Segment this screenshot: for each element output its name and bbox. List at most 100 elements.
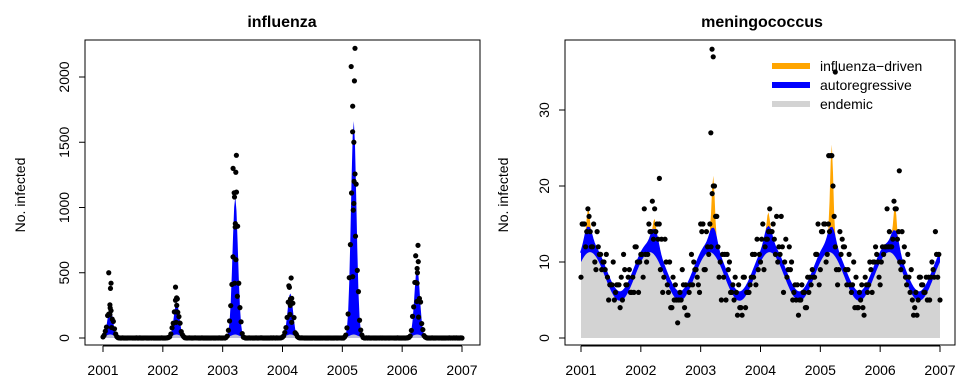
data-point	[691, 259, 697, 265]
data-point	[899, 229, 905, 235]
data-point	[907, 289, 913, 295]
legend-label-autoregressive: autoregressive	[820, 77, 912, 93]
data-point	[838, 251, 844, 257]
data-point	[415, 259, 421, 265]
data-point-outlier	[896, 168, 902, 174]
data-point	[688, 251, 695, 257]
data-point	[858, 297, 864, 303]
data-point	[233, 169, 239, 175]
data-point	[935, 274, 941, 280]
data-point	[616, 282, 622, 288]
data-point	[937, 297, 943, 303]
data-point	[411, 304, 417, 310]
data-point	[690, 282, 696, 288]
data-point	[724, 251, 730, 257]
x-tick-label: 2005	[805, 362, 836, 378]
data-point	[759, 236, 765, 242]
data-point	[769, 229, 775, 235]
y-tick-label: 0	[536, 334, 552, 342]
data-point	[864, 289, 871, 295]
data-point	[352, 45, 358, 51]
data-point	[915, 297, 921, 303]
data-point	[709, 191, 715, 197]
data-point	[581, 221, 588, 227]
data-point	[660, 289, 666, 295]
data-point	[841, 244, 848, 250]
y-tick-label: 2000	[56, 61, 72, 92]
x-tick-label: 2007	[924, 362, 955, 378]
x-axis-influenza: 2001 2002 2003 2004 2005 2006 2007	[87, 345, 478, 378]
data-point	[350, 129, 356, 135]
data-point	[168, 331, 174, 337]
data-point	[846, 251, 852, 257]
data-point	[350, 274, 356, 280]
x-tick-label: 2006	[387, 362, 418, 378]
data-point	[672, 282, 678, 288]
legend: influenza−driven autoregressive endemic	[772, 58, 922, 112]
data-point	[226, 318, 233, 324]
data-point	[932, 229, 939, 235]
data-point	[756, 251, 762, 257]
data-point	[626, 267, 632, 273]
data-point	[742, 305, 749, 311]
data-point	[747, 282, 753, 288]
data-point	[908, 267, 914, 273]
data-point	[409, 313, 416, 319]
data-point	[927, 297, 933, 303]
data-point	[778, 213, 784, 219]
data-point	[723, 297, 729, 303]
data-point	[816, 282, 822, 288]
data-point	[707, 221, 713, 227]
data-point	[231, 194, 238, 200]
data-point	[354, 267, 360, 273]
data-point	[351, 78, 358, 84]
data-point	[594, 229, 600, 235]
data-point	[754, 236, 760, 242]
data-point	[289, 319, 295, 325]
data-point	[667, 259, 673, 265]
x-tick-label: 2007	[446, 362, 477, 378]
data-point	[920, 282, 926, 288]
data-point	[890, 236, 896, 242]
data-point	[901, 244, 907, 250]
data-point	[739, 312, 745, 318]
x-tick-label: 2002	[625, 362, 656, 378]
data-point	[782, 259, 788, 265]
data-point	[874, 251, 880, 257]
data-point	[729, 289, 735, 295]
data-point	[413, 253, 419, 259]
data-point	[238, 319, 244, 325]
data-point	[228, 303, 234, 309]
data-point	[587, 229, 593, 235]
data-point	[764, 236, 771, 242]
data-point	[862, 274, 868, 280]
data-point	[610, 259, 616, 265]
y-tick-label: 10	[536, 254, 552, 270]
data-point	[826, 229, 833, 235]
data-point	[107, 305, 113, 311]
data-point	[913, 289, 919, 295]
data-point	[736, 282, 742, 288]
data-point	[109, 324, 115, 331]
data-point	[834, 282, 841, 288]
data-point	[936, 251, 942, 257]
data-point	[591, 221, 597, 227]
data-point	[823, 259, 829, 265]
data-point	[755, 267, 761, 273]
data-point	[635, 289, 642, 295]
data-point	[820, 229, 826, 235]
data-point	[345, 311, 351, 317]
data-point	[174, 296, 180, 302]
data-point	[767, 206, 773, 212]
data-point	[287, 302, 293, 308]
data-point	[784, 274, 790, 280]
data-point	[669, 305, 675, 311]
data-point	[646, 221, 652, 227]
data-point	[876, 274, 882, 280]
data-point	[106, 270, 112, 276]
data-point	[665, 289, 672, 295]
data-point	[287, 296, 294, 302]
y-axis-label-influenza: No. infected	[12, 158, 28, 233]
data-point	[609, 282, 615, 288]
data-point	[824, 251, 830, 257]
